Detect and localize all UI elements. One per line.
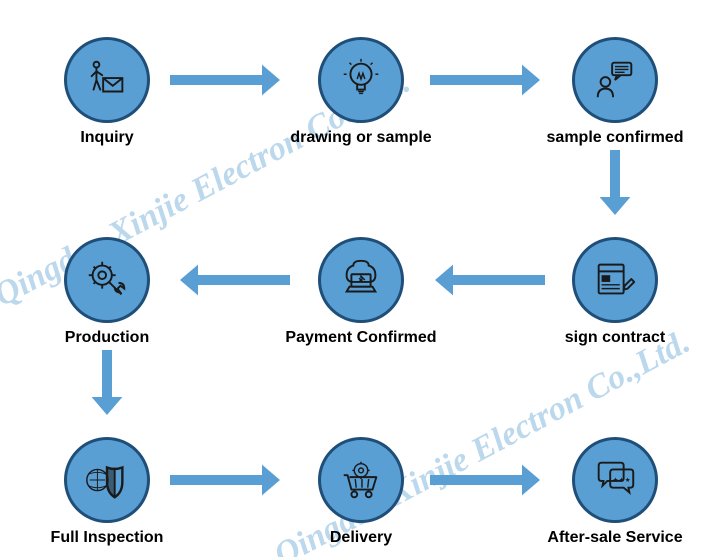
- step-icon-circle: [64, 37, 150, 123]
- step-label: drawing or sample: [290, 129, 431, 147]
- step-sampleconf: sample confirmed: [525, 37, 705, 147]
- step-aftersale: After-sale Service: [525, 437, 705, 547]
- step-label: Inquiry: [80, 129, 133, 147]
- bulb-icon: [337, 56, 385, 104]
- step-label: sign contract: [565, 329, 665, 347]
- flow-arrow: [91, 334, 123, 431]
- step-icon-circle: [572, 237, 658, 323]
- step-fullinsp: Full Inspection: [17, 437, 197, 547]
- flow-arrow: [599, 134, 631, 231]
- step-icon-circle: [64, 237, 150, 323]
- step-icon-circle: [572, 437, 658, 523]
- step-signcontr: sign contract: [525, 237, 705, 347]
- step-delivery: Delivery: [271, 437, 451, 547]
- step-label: After-sale Service: [547, 529, 682, 547]
- step-icon-circle: [64, 437, 150, 523]
- contract-icon: [591, 256, 639, 304]
- review-icon: [591, 456, 639, 504]
- cart-icon: [337, 456, 385, 504]
- step-label: Production: [65, 329, 149, 347]
- step-icon-circle: [572, 37, 658, 123]
- step-label: Payment Confirmed: [285, 329, 436, 347]
- chat-user-icon: [591, 56, 639, 104]
- step-icon-circle: [318, 237, 404, 323]
- step-label: sample confirmed: [547, 129, 684, 147]
- step-inquiry: Inquiry: [17, 37, 197, 147]
- step-payconf: Payment Confirmed: [271, 237, 451, 347]
- step-production: Production: [17, 237, 197, 347]
- laptop-icon: [337, 256, 385, 304]
- step-drawing: drawing or sample: [271, 37, 451, 147]
- step-label: Delivery: [330, 529, 392, 547]
- shield-icon: [83, 456, 131, 504]
- step-label: Full Inspection: [51, 529, 164, 547]
- gear-wrench-icon: [83, 256, 131, 304]
- step-icon-circle: [318, 37, 404, 123]
- step-icon-circle: [318, 437, 404, 523]
- inquiry-icon: [83, 56, 131, 104]
